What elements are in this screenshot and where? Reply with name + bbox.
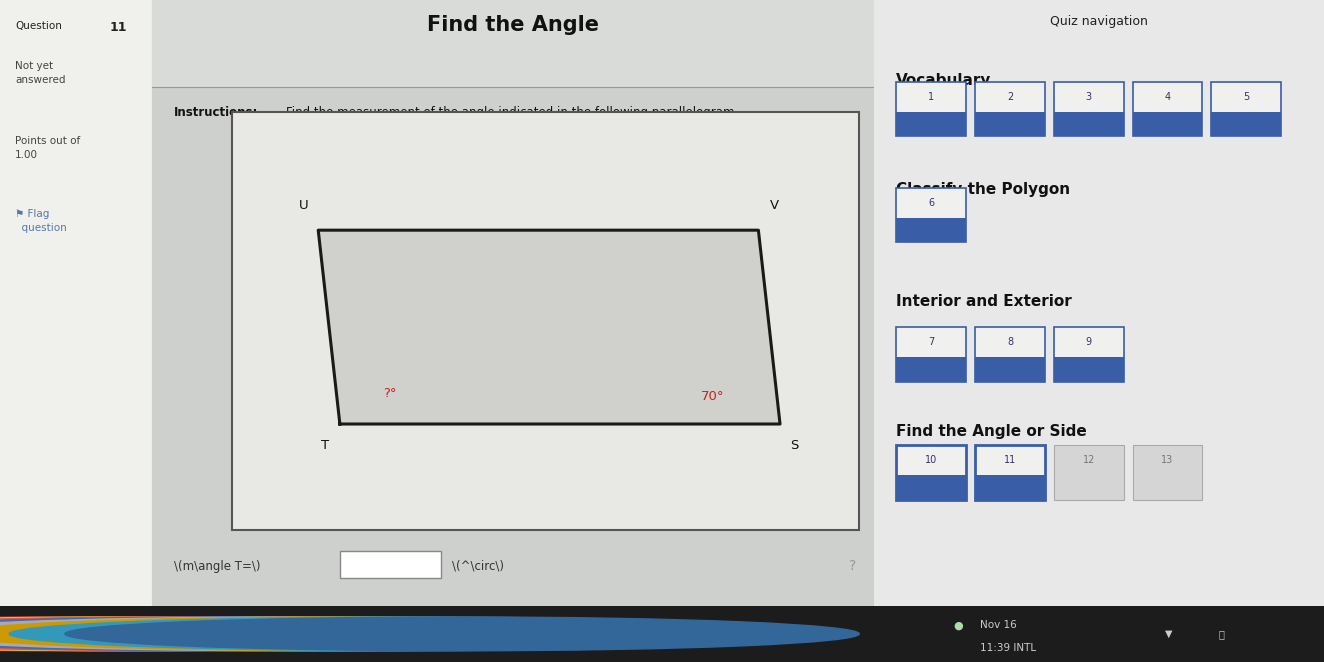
Bar (896, 188, 967, 242)
Text: 5: 5 (1243, 92, 1250, 102)
Bar (1211, 112, 1282, 136)
Text: Angles: Angles (896, 330, 955, 345)
Text: ▼: ▼ (1165, 629, 1173, 639)
Bar (896, 327, 967, 381)
Text: 11:39 INTL: 11:39 INTL (980, 643, 1035, 653)
Bar (896, 82, 967, 136)
Circle shape (9, 617, 804, 651)
Bar (1054, 327, 1124, 381)
Text: 10: 10 (925, 455, 937, 465)
Text: 1: 1 (928, 92, 935, 102)
Bar (1054, 82, 1124, 136)
Circle shape (0, 617, 470, 651)
Text: Nov 16: Nov 16 (980, 620, 1017, 630)
Text: S: S (790, 439, 798, 452)
Text: Quiz navigation: Quiz navigation (1050, 15, 1148, 28)
Bar (1133, 112, 1202, 136)
Text: T: T (322, 439, 330, 452)
Text: 9: 9 (1086, 337, 1092, 347)
Circle shape (0, 617, 692, 651)
Text: 70°: 70° (700, 390, 724, 402)
Text: 4: 4 (1165, 92, 1170, 102)
Text: Instructions:: Instructions: (173, 106, 258, 119)
Text: 3: 3 (1086, 92, 1092, 102)
Circle shape (65, 617, 859, 651)
Circle shape (0, 617, 581, 651)
Bar (896, 357, 967, 381)
Bar (974, 446, 1045, 500)
Text: 7: 7 (928, 337, 935, 347)
Text: 11: 11 (110, 21, 127, 34)
Bar (152, 0, 874, 88)
Text: V: V (769, 199, 779, 212)
Bar (232, 112, 859, 530)
Bar (1054, 112, 1124, 136)
Text: ?: ? (849, 559, 855, 573)
Text: ⚑ Flag
  question: ⚑ Flag question (16, 209, 68, 233)
Text: 6: 6 (928, 198, 935, 208)
Text: Vocabulary: Vocabulary (896, 73, 992, 87)
Text: 8: 8 (1008, 337, 1013, 347)
Text: Not yet
answered: Not yet answered (16, 60, 66, 85)
Text: Find the Angle: Find the Angle (428, 15, 598, 35)
Text: Desk 1: Desk 1 (7, 629, 42, 639)
Bar (974, 357, 1045, 381)
Text: 13: 13 (1161, 455, 1173, 465)
Text: 🔒: 🔒 (1218, 629, 1223, 639)
Bar (1054, 357, 1124, 381)
Bar (896, 475, 967, 500)
Polygon shape (318, 230, 780, 424)
Text: U: U (299, 199, 308, 212)
Text: Points out of
1.00: Points out of 1.00 (16, 136, 81, 160)
Bar (1211, 82, 1282, 136)
Bar (974, 475, 1045, 500)
Bar (896, 446, 967, 500)
Text: Find the Angle or Side: Find the Angle or Side (896, 424, 1087, 439)
Text: ●: ● (953, 620, 963, 630)
Bar (1133, 82, 1202, 136)
Bar (1054, 446, 1124, 500)
Text: Interior and Exterior: Interior and Exterior (896, 294, 1072, 308)
Text: Question: Question (16, 21, 62, 31)
Text: 2: 2 (1006, 92, 1013, 102)
Text: ?°: ?° (383, 387, 397, 400)
Text: \(^\circ\): \(^\circ\) (451, 560, 503, 573)
Circle shape (0, 617, 748, 651)
Text: 12: 12 (1083, 455, 1095, 465)
Text: Find the measurement of the angle indicated in the following parallelogram.: Find the measurement of the angle indica… (286, 106, 737, 119)
Bar (974, 327, 1045, 381)
Circle shape (0, 617, 526, 651)
Bar (1133, 446, 1202, 500)
Text: Classify the Polygon: Classify the Polygon (896, 182, 1071, 197)
Text: 11: 11 (1004, 455, 1016, 465)
Bar (974, 112, 1045, 136)
Bar (340, 551, 441, 579)
Bar (896, 218, 967, 242)
Text: \(m\angle T=\): \(m\angle T=\) (173, 560, 261, 573)
Bar (974, 82, 1045, 136)
Circle shape (0, 617, 637, 651)
Bar (896, 112, 967, 136)
